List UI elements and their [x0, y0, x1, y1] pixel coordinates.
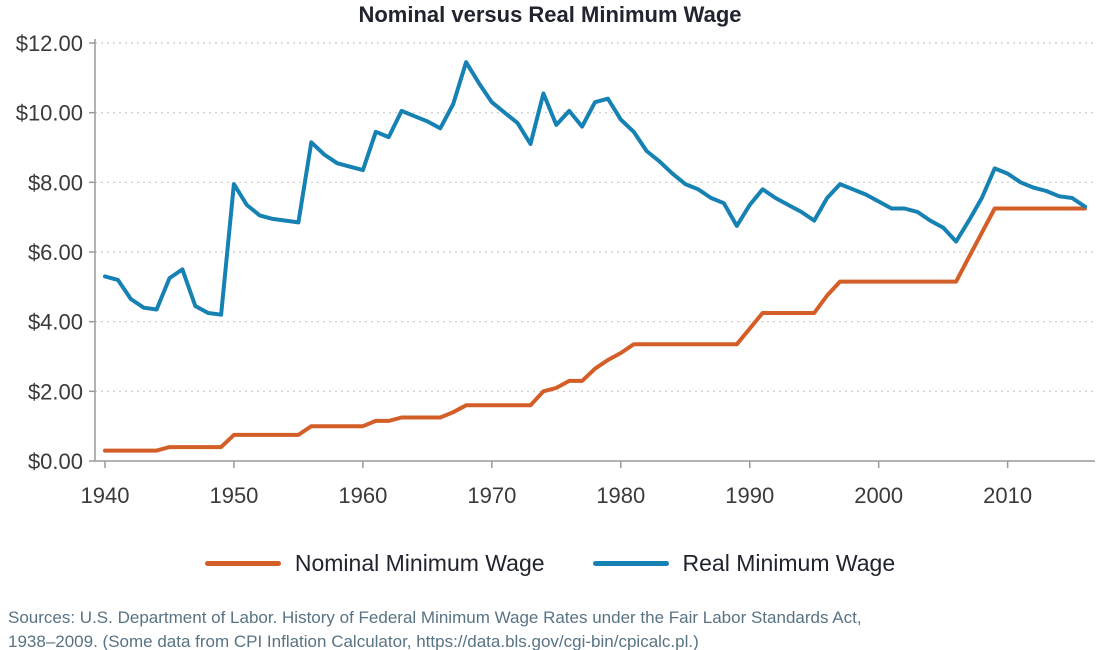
x-tick-label: 1980 — [596, 483, 645, 508]
y-tick-label: $4.00 — [28, 310, 83, 335]
chart-title: Nominal versus Real Minimum Wage — [358, 2, 742, 27]
y-tick-label: $12.00 — [16, 31, 83, 56]
x-tick-label: 1970 — [467, 483, 516, 508]
x-tick-label: 1960 — [338, 483, 387, 508]
x-tick-label: 1950 — [209, 483, 258, 508]
legend-item-real: Real Minimum Wage — [592, 550, 896, 577]
x-tick-label: 1990 — [725, 483, 774, 508]
y-tick-label: $0.00 — [28, 449, 83, 474]
source-note: Sources: U.S. Department of Labor. Histo… — [8, 606, 1092, 650]
nominal-wage-line — [103, 206, 1087, 453]
x-tick-label: 2000 — [854, 483, 903, 508]
y-tick-label: $8.00 — [28, 170, 83, 195]
x-tick-label: 2010 — [983, 483, 1032, 508]
source-line-2: 1938–2009. (Some data from CPI Inflation… — [8, 632, 699, 650]
legend-label-real: Real Minimum Wage — [682, 550, 896, 576]
y-tick-label: $6.00 — [28, 240, 83, 265]
real-wage-line — [103, 60, 1087, 317]
y-tick-label: $10.00 — [16, 101, 83, 126]
legend-swatch-real-line — [592, 561, 669, 566]
line-chart: $0.00 $2.00 $4.00 $6.00 $8.00 $10.00 $12.00 194… — [16, 31, 1095, 508]
legend-swatch-nominal-line — [204, 561, 281, 566]
x-tick-label: 1940 — [81, 483, 130, 508]
legend-item-nominal: Nominal Minimum Wage — [204, 550, 545, 577]
legend-label-nominal: Nominal Minimum Wage — [294, 550, 545, 576]
y-tick-label: $2.00 — [28, 379, 83, 404]
legend: Nominal Minimum Wage Real Minimum Wage — [0, 550, 1100, 577]
source-line-1: Sources: U.S. Department of Labor. Histo… — [8, 608, 862, 627]
